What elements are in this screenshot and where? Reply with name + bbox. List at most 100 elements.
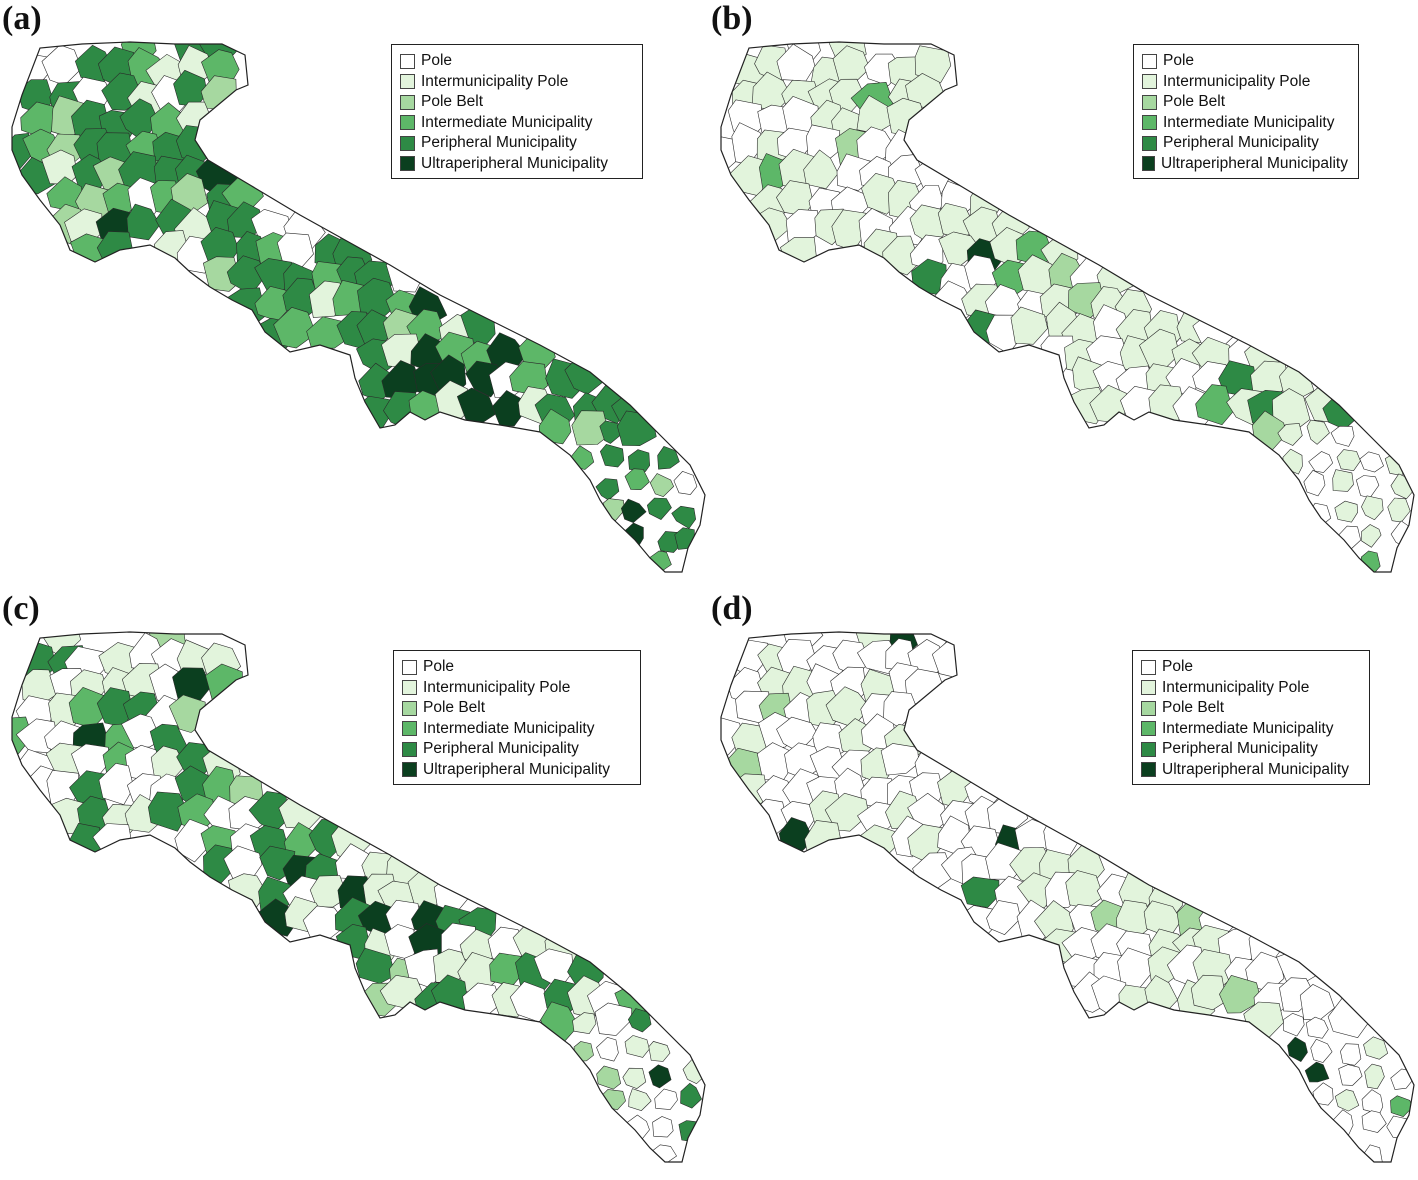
municipality-area bbox=[1334, 500, 1359, 523]
legend-label: Pole Belt bbox=[1163, 93, 1226, 111]
legend-item: Intermediate Municipality bbox=[400, 113, 632, 134]
legend-swatch bbox=[1141, 721, 1156, 737]
municipality-area bbox=[620, 498, 647, 523]
municipality-area bbox=[308, 280, 343, 318]
municipality-area bbox=[1308, 451, 1334, 473]
region-boundary bbox=[11, 631, 706, 1163]
legend-swatch bbox=[402, 659, 417, 675]
legend-item: Ultraperipheral Municipality bbox=[1141, 760, 1359, 781]
municipality-area bbox=[1336, 449, 1361, 472]
municipality-area bbox=[572, 1012, 597, 1035]
municipality-area bbox=[678, 1120, 703, 1142]
municipality-area bbox=[121, 713, 162, 748]
legend-label: Intermediate Municipality bbox=[421, 113, 593, 131]
legend-label: Pole Belt bbox=[423, 699, 486, 717]
municipality-area bbox=[573, 1041, 594, 1062]
region-boundary bbox=[720, 41, 1415, 573]
municipality-area bbox=[1327, 996, 1370, 1039]
panel-label-c: (c) bbox=[2, 590, 40, 627]
municipality-area bbox=[41, 44, 82, 86]
legend-item: Ultraperipheral Municipality bbox=[402, 760, 630, 781]
legend-swatch bbox=[402, 721, 417, 737]
legend-label: Peripheral Municipality bbox=[1162, 740, 1318, 758]
legend-label: Intermunicipality Pole bbox=[1163, 72, 1311, 90]
municipality-area bbox=[596, 1036, 619, 1062]
legend-item: Ultraperipheral Municipality bbox=[400, 154, 632, 175]
municipality-area bbox=[1304, 1061, 1330, 1083]
legend-label: Ultraperipheral Municipality bbox=[421, 154, 608, 172]
municipality-area bbox=[1359, 451, 1384, 473]
municipality-area bbox=[599, 443, 625, 468]
municipality-area bbox=[1364, 1063, 1385, 1090]
legend-swatch bbox=[400, 74, 415, 90]
municipality-area bbox=[1361, 1110, 1387, 1133]
legend-label: Pole bbox=[423, 658, 455, 676]
municipality-area bbox=[596, 1065, 622, 1090]
legend-b: Pole Intermunicipality Pole Pole Belt Inter… bbox=[1133, 44, 1359, 179]
panel-d: (d) Pole Intermunicipality Pole Pole Belt I… bbox=[709, 590, 1418, 1180]
municipality-area bbox=[824, 792, 870, 832]
legend-item: Intermunicipality Pole bbox=[1142, 72, 1348, 93]
municipality-area bbox=[1330, 425, 1355, 447]
municipality-area bbox=[595, 478, 620, 501]
municipality-area bbox=[803, 149, 839, 190]
municipality-area bbox=[1303, 469, 1326, 497]
municipality-area bbox=[646, 497, 672, 520]
legend-swatch bbox=[1142, 74, 1157, 90]
municipality-area bbox=[1310, 1038, 1333, 1063]
legend-d: Pole Intermunicipality Pole Pole Belt Inter… bbox=[1132, 650, 1370, 785]
legend-item: Peripheral Municipality bbox=[1142, 133, 1348, 154]
legend-label: Intermunicipality Pole bbox=[423, 678, 571, 696]
municipality-area bbox=[569, 445, 595, 470]
legend-swatch bbox=[1142, 115, 1157, 131]
region-map-a bbox=[11, 41, 706, 573]
municipality-area bbox=[1190, 974, 1227, 1011]
legend-item: Ultraperipheral Municipality bbox=[1142, 154, 1348, 175]
legend-item: Pole bbox=[402, 657, 630, 678]
legend-swatch bbox=[1142, 94, 1157, 110]
legend-label: Ultraperipheral Municipality bbox=[1162, 760, 1349, 778]
legend-swatch bbox=[402, 741, 417, 757]
municipality-area bbox=[627, 449, 651, 472]
municipality-area bbox=[648, 1041, 671, 1062]
legend-swatch bbox=[1142, 156, 1156, 172]
municipality-area bbox=[780, 237, 818, 274]
legend-item: Intermunicipality Pole bbox=[400, 72, 632, 93]
municipality-area bbox=[657, 446, 680, 470]
municipality-area bbox=[1195, 384, 1234, 426]
region-map-b bbox=[720, 41, 1415, 573]
municipality-area bbox=[98, 762, 135, 805]
legend-label: Pole bbox=[1163, 52, 1195, 70]
legend-label: Pole bbox=[1162, 658, 1194, 676]
municipality-area bbox=[1361, 1089, 1384, 1115]
municipality-area bbox=[1340, 1043, 1362, 1066]
legend-swatch bbox=[400, 135, 415, 151]
legend-swatch bbox=[402, 700, 417, 716]
legend-label: Pole bbox=[421, 52, 453, 70]
municipality-area bbox=[1282, 448, 1303, 475]
legend-swatch bbox=[402, 762, 417, 778]
legend-swatch bbox=[400, 53, 415, 69]
legend-item: Pole Belt bbox=[1142, 92, 1348, 113]
municipality-area bbox=[147, 791, 189, 832]
panel-c: (c) Pole Intermunicipality Pole Pole Belt I… bbox=[0, 590, 709, 1180]
municipality-area bbox=[1390, 1095, 1413, 1118]
region-map-c bbox=[11, 631, 706, 1163]
municipality-area bbox=[538, 408, 572, 445]
municipality-area bbox=[1144, 975, 1178, 1018]
municipality-area bbox=[623, 522, 644, 547]
panel-label-a: (a) bbox=[2, 0, 42, 37]
municipality-area bbox=[673, 471, 698, 495]
legend-label: Intermediate Municipality bbox=[1163, 113, 1335, 131]
municipality-area bbox=[174, 818, 216, 863]
panel-a: (a) Pole Intermunicipality Pole Pole Belt I… bbox=[0, 0, 709, 590]
legend-item: Peripheral Municipality bbox=[402, 739, 630, 760]
municipality-area bbox=[671, 505, 697, 529]
legend-label: Peripheral Municipality bbox=[423, 740, 579, 758]
municipality-area bbox=[126, 203, 161, 241]
municipality-area bbox=[1361, 1144, 1383, 1162]
legend-a: Pole Intermunicipality Pole Pole Belt Inter… bbox=[391, 44, 643, 179]
municipality-area bbox=[680, 1082, 702, 1109]
municipality-area bbox=[1219, 974, 1262, 1014]
legend-label: Intermediate Municipality bbox=[423, 719, 595, 737]
